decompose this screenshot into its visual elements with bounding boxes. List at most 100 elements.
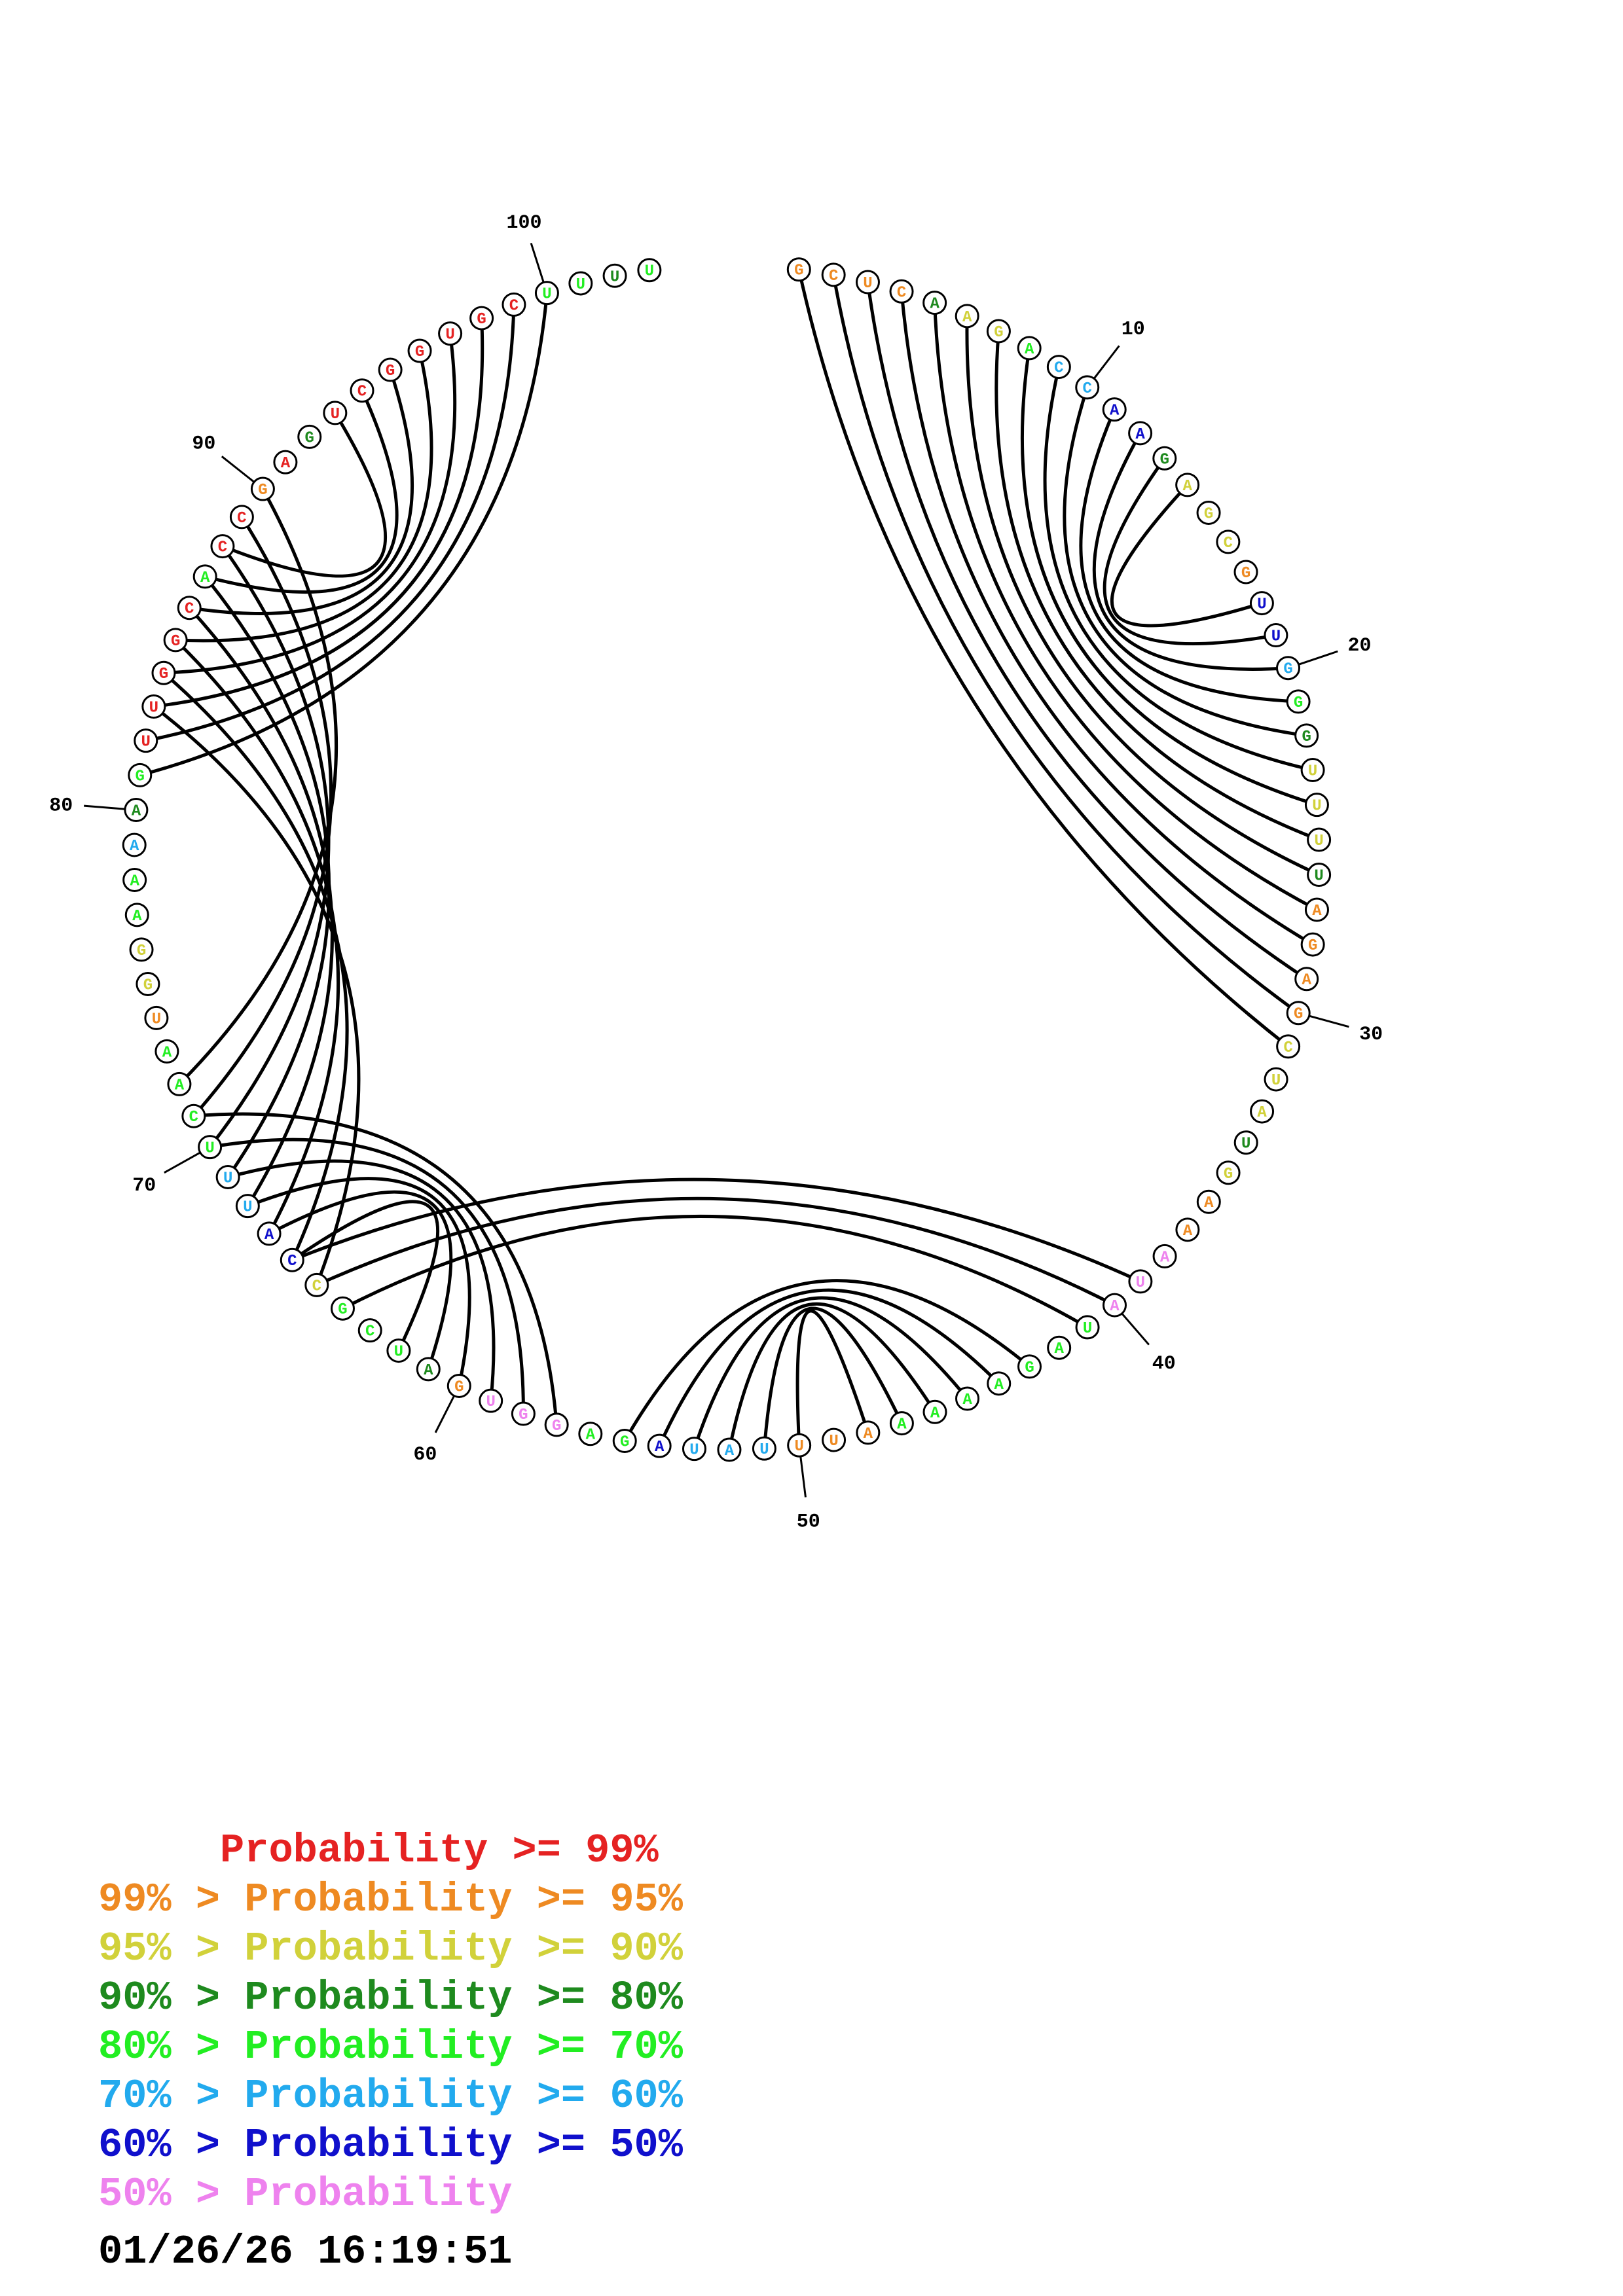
nucleotide: U (235, 1194, 260, 1219)
nucleotide: U (1233, 1130, 1258, 1155)
nucleotide: U (1304, 793, 1329, 817)
nucleotide-letter: C (1054, 360, 1063, 378)
nucleotide-circle (1307, 863, 1332, 888)
nucleotide-letter: A (1054, 1340, 1064, 1358)
nucleotide-circle (1102, 397, 1127, 422)
position-tick (799, 1456, 807, 1498)
base-pair-arc (795, 1309, 870, 1446)
nucleotide-circle (1264, 623, 1288, 648)
nucleotide: U (568, 271, 593, 296)
nucleotide-letter: G (1308, 937, 1317, 955)
nucleotide-circle (210, 534, 235, 559)
nucleotide-circle (1300, 758, 1325, 783)
nucleotide-circle (1175, 473, 1200, 497)
nucleotide-circle (501, 292, 526, 317)
nucleotide-letter: A (200, 569, 210, 587)
nucleotide: C (304, 1272, 329, 1297)
nucleotide-letter: A (994, 1376, 1004, 1394)
nucleotide: G (544, 1412, 569, 1437)
nucleotide: A (922, 291, 947, 315)
nucleotide-letter: U (1083, 1320, 1092, 1338)
nucleotide-letter: A (1025, 341, 1034, 359)
nucleotide-circle (821, 262, 846, 287)
nucleotide-circle (141, 694, 166, 719)
nucleotide: A (1294, 967, 1319, 992)
nucleotide: U (855, 270, 880, 295)
nucleotide-circle (129, 937, 154, 962)
nucleotide-circle (1307, 827, 1332, 852)
nucleotide-letter: G (552, 1418, 561, 1435)
nucleotide-letter: U (1257, 596, 1266, 614)
nucleotide-letter: U (610, 268, 619, 286)
nucleotide-circle (469, 306, 494, 331)
nucleotide-letter: A (1183, 1223, 1193, 1240)
nucleotide-circle (163, 628, 188, 653)
nucleotide-circle (407, 338, 432, 363)
nucleotide-letter: U (141, 734, 151, 751)
nucleotide-letter: C (829, 268, 838, 285)
nucleotide-letter: G (171, 633, 180, 651)
nucleotide-letter: C (185, 601, 194, 619)
base-pair-arc (762, 1306, 903, 1449)
base-pair-arc (1043, 367, 1313, 772)
nucleotide: A (578, 1422, 603, 1446)
nucleotide-circle (1075, 375, 1100, 400)
probability-legend: Probability >= 99% 99% > Probability >= … (98, 1826, 683, 2219)
nucleotide-circle (438, 321, 463, 346)
nucleotide-circle (986, 319, 1011, 344)
nucleotide: G (136, 971, 160, 996)
nucleotide: A (1175, 1217, 1200, 1242)
nucleotide: G (469, 306, 494, 331)
nucleotide-circle (534, 281, 559, 306)
nucleotide: G (986, 319, 1011, 344)
position-label: 90 (192, 433, 215, 456)
nucleotide: G (378, 357, 403, 382)
nucleotide-circle (856, 1420, 881, 1445)
nucleotide: A (889, 1411, 914, 1436)
nucleotide-letter: C (1224, 535, 1233, 552)
nucleotide: G (407, 338, 432, 363)
nucleotide: C (357, 1318, 382, 1343)
nucleotide: A (124, 798, 149, 823)
nucleotide-letter: A (864, 1426, 873, 1443)
nucleotide-circle (1264, 1067, 1288, 1092)
nucleotide: U (323, 401, 348, 425)
nucleotide-circle (1304, 793, 1329, 817)
base-pair-arc (797, 269, 1290, 1048)
nucleotide-letter: U (149, 700, 158, 717)
base-pair-arc (1079, 408, 1299, 704)
nucleotide-letter: U (1271, 628, 1281, 646)
nucleotide-circle (192, 564, 217, 589)
nucleotide: U (386, 1338, 411, 1363)
nucleotide-letter: A (930, 296, 939, 314)
nucleotide-letter: A (1110, 403, 1120, 420)
base-pair-arc (1092, 432, 1288, 671)
base-pair-arc (1063, 387, 1307, 738)
nucleotide-circle (1152, 1244, 1177, 1268)
legend-entry: 50% > Probability (98, 2171, 513, 2217)
nucleotide: U (141, 694, 166, 719)
nucleotide-circle (1286, 1001, 1311, 1026)
nucleotide-circle (612, 1428, 637, 1453)
legend-entry: 95% > Probability >= 90% (98, 1926, 683, 1972)
nucleotide-circle (1294, 723, 1319, 748)
nucleotide-circle (578, 1422, 603, 1446)
nucleotide-letter: U (759, 1441, 769, 1459)
nucleotide-circle (122, 833, 147, 857)
nucleotide: U (1307, 863, 1332, 888)
position-tick (1122, 1313, 1150, 1346)
nucleotide-letter: C (287, 1253, 297, 1270)
nucleotide: G (151, 660, 176, 685)
nucleotide-letter: C (897, 284, 906, 302)
nucleotide: G (129, 937, 154, 962)
nucleotide: G (330, 1296, 355, 1321)
nucleotide-letter: C (189, 1109, 198, 1126)
nucleotide-circle (1249, 591, 1274, 616)
nucleotide: G (511, 1401, 536, 1426)
nucleotide: G (250, 476, 275, 501)
nucleotide-letter: U (863, 275, 872, 293)
nucleotide-letter: U (1241, 1136, 1250, 1153)
nucleotide-letter: U (829, 1433, 838, 1450)
nucleotide: G (128, 762, 153, 787)
nucleotide-letter: A (1182, 478, 1192, 495)
